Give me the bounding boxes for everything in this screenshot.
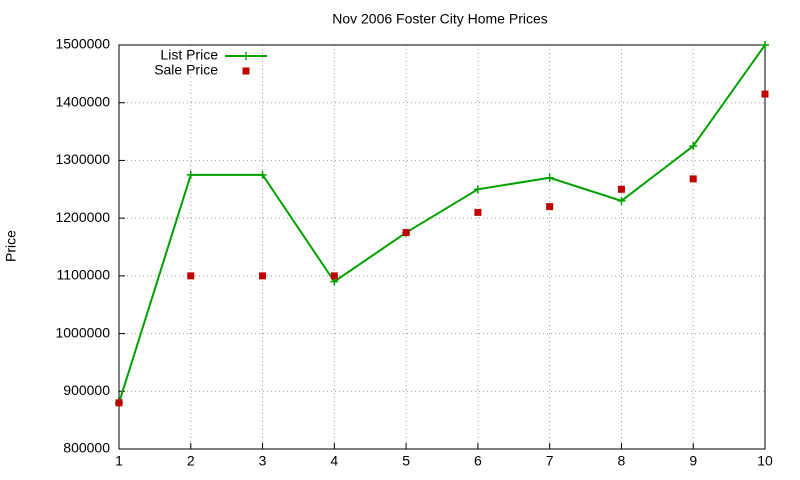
- y-tick-label: 1300000: [55, 151, 110, 167]
- point-marker: [187, 272, 195, 280]
- x-tick-label: 8: [618, 453, 626, 469]
- legend-swatch: [242, 67, 250, 75]
- point-marker: [259, 272, 267, 280]
- point-marker: [330, 272, 338, 280]
- point-marker: [258, 170, 267, 179]
- legend-label: List Price: [160, 47, 218, 63]
- legend-swatch: [242, 52, 250, 60]
- x-tick-label: 5: [402, 453, 410, 469]
- x-tick-label: 9: [689, 453, 697, 469]
- plot-frame: [118, 44, 766, 450]
- x-tick-label: 7: [546, 453, 554, 469]
- x-tick-label: 3: [259, 453, 267, 469]
- point-marker: [474, 208, 482, 216]
- point-marker: [546, 203, 554, 211]
- y-axis-label: Price: [3, 230, 19, 262]
- x-tick-label: 6: [474, 453, 482, 469]
- point-marker: [689, 175, 697, 183]
- chart-title: Nov 2006 Foster City Home Prices: [332, 11, 548, 27]
- x-tick-label: 1: [115, 453, 123, 469]
- y-tick-label: 1100000: [57, 267, 111, 283]
- series-line: [118, 44, 766, 404]
- y-tick-label: 900000: [63, 382, 110, 398]
- y-tick-label: 1400000: [55, 93, 110, 109]
- point-marker: [617, 185, 625, 193]
- y-tick-label: 800000: [63, 440, 110, 456]
- x-tick-label: 10: [757, 453, 773, 469]
- y-tick-label: 1500000: [55, 36, 110, 52]
- point-marker: [402, 229, 410, 237]
- point-marker: [617, 196, 626, 205]
- point-marker: [545, 173, 554, 182]
- x-tick-label: 4: [330, 453, 338, 469]
- y-tick-label: 1200000: [55, 209, 110, 225]
- legend-label: Sale Price: [154, 62, 218, 78]
- point-marker: [689, 142, 698, 150]
- point-marker: [115, 399, 123, 407]
- x-tick-label: 2: [187, 453, 195, 469]
- point-marker: [473, 185, 482, 194]
- point-marker: [761, 41, 769, 49]
- point-marker: [186, 170, 195, 179]
- y-tick-label: 1000000: [55, 324, 110, 340]
- point-marker: [761, 90, 769, 98]
